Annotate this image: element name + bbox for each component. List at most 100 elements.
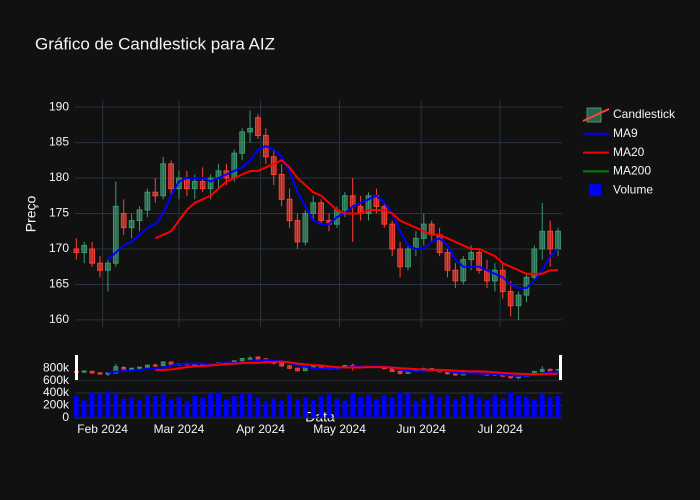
slider-candle-body [287,365,292,369]
volume-bar [255,397,261,418]
candle-body [239,131,246,154]
volume-bar [231,396,237,418]
slider-handle [559,355,562,380]
slider-candle-body [539,368,545,372]
candle-body [136,209,143,222]
volume-bar [216,392,221,418]
candle-body [452,269,459,282]
volume-bar [295,399,300,418]
volume-bar [145,394,150,418]
volume-tick-label: 600k [43,373,70,387]
volume-bar [184,401,190,418]
volume-bar [358,396,363,418]
candle-body [397,248,403,268]
y-tick-label: 170 [49,241,69,255]
slider-candle-body [81,370,87,373]
volume-bar [453,399,458,418]
candle-body [199,181,206,190]
slider-ma-line [155,360,559,376]
candle-body [476,252,482,271]
volume-bar [421,398,427,418]
volume-bar [121,398,127,418]
candle-body [105,262,111,271]
legend-label: MA200 [613,164,651,178]
slider-candle-body [129,367,134,370]
slider-candle-body [137,366,142,369]
y-tick-label: 165 [49,277,69,291]
candle-body [160,163,167,197]
slider-candle-body [89,370,95,374]
candle-body [89,248,95,264]
candle-body [294,220,301,243]
candle-body [515,294,522,307]
slider-candle-body [152,364,158,367]
slider-candle-body [255,356,261,360]
y-tick-label: 190 [49,99,69,113]
volume-bar [500,398,506,418]
volume-bar [310,399,316,418]
y-tick-label: 185 [49,135,69,149]
candle-body [152,191,159,197]
volume-bar [547,397,553,418]
volume-bar [89,392,95,418]
slider-candle-body [97,372,103,375]
volume-bar [539,394,545,418]
candle-body [310,202,317,214]
candle-body [286,198,293,222]
x-tick-label: Apr 2024 [236,422,285,436]
candle-body [97,262,103,271]
candle-body [207,177,214,190]
volume-bar [97,393,103,418]
candle-body [365,195,372,214]
candle-body [547,230,554,250]
range-slider [74,354,563,381]
slider-candle-body [452,373,458,376]
volume-bar [263,401,269,418]
volume-bar [342,400,348,418]
candle-body [389,223,396,250]
slider-candle-body [397,370,403,374]
volume-tick-label: 0 [62,410,69,424]
volume-bar [81,400,87,418]
volume-bar [302,397,308,418]
volume-bar [152,396,158,418]
candle-body [405,248,411,268]
slider-candle-body [160,361,166,367]
y-axis-title: Preço [23,196,39,233]
volume-bar [437,396,442,418]
slider-candle-body [239,358,245,362]
chart-title: Gráfico de Candlestick para AIZ [35,34,275,53]
volume-bar [105,391,111,418]
slider-candle-body [144,364,150,368]
candle-body [302,213,309,243]
volume-bar [208,393,213,418]
volume-bar [555,396,561,418]
volume-tick-label: 800k [43,360,70,374]
volume-bar [524,396,529,418]
volume-bar [508,392,514,418]
candle-body [278,173,285,200]
volume-bar [287,394,292,418]
candle-body [112,205,119,264]
candle-body [247,127,253,133]
volume-bar [200,398,206,418]
x-tick-label: Feb 2024 [77,422,128,436]
candle-body [341,195,348,211]
volume-bar [413,401,419,418]
volume-bar [318,396,324,418]
candle-body [255,117,261,136]
volume-bar [492,394,498,418]
slider-candle-body [247,357,253,360]
legend-label: Volume [613,182,653,196]
volume-tick-label: 400k [43,385,70,399]
slider-candle-body [113,366,119,374]
candle-body [381,205,388,225]
volume-bar [168,399,174,418]
volume-tick-label: 200k [43,398,70,412]
volume-bar [405,393,411,418]
candle-body [531,248,538,278]
slider-candle-body [105,372,111,375]
volume-bar [484,399,490,418]
ma-line [154,159,559,275]
volume-bar [468,394,474,418]
